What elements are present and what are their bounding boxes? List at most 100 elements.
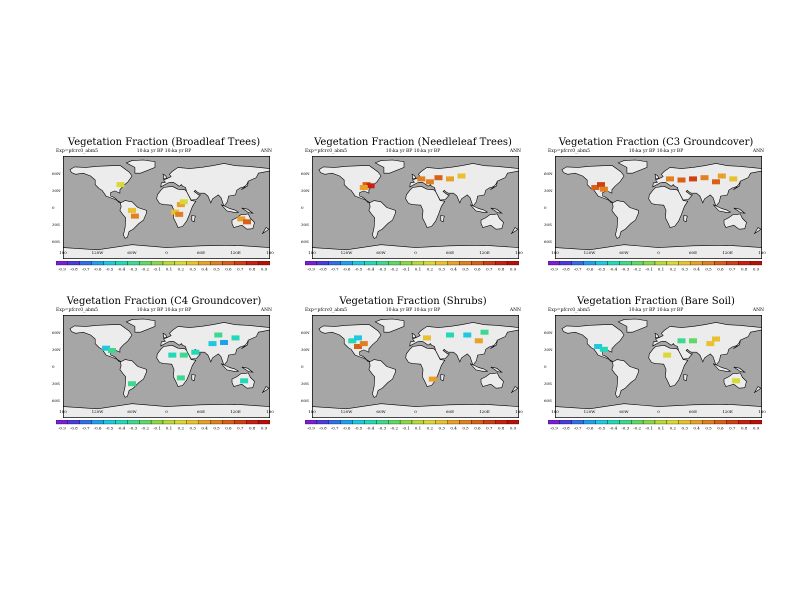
landmass-0 xyxy=(561,165,625,204)
colorbar-swatch xyxy=(411,420,425,425)
colorbar-swatch xyxy=(56,420,69,425)
longitude-label: 180 xyxy=(515,250,523,255)
colorbar-label: -0.7 xyxy=(82,267,90,272)
period-label: 10:ka yr BP 10:ka yr BP xyxy=(628,308,684,313)
colorbar-label: -0.7 xyxy=(574,426,582,431)
latitude-label: 0 xyxy=(544,364,547,369)
colorbar-label: -0.2 xyxy=(141,267,149,272)
longitude-label: 120W xyxy=(583,250,596,255)
colorbar-label: -0.7 xyxy=(82,426,90,431)
anomaly-cell xyxy=(359,185,368,190)
experiment-label: Exp=pfcrc0_abm5 xyxy=(305,308,348,313)
landmass-1 xyxy=(125,318,156,333)
colorbar-label: -0.2 xyxy=(390,426,398,431)
longitude-label: 60W xyxy=(619,409,629,414)
colorbar-label: -0.7 xyxy=(331,267,339,272)
anomaly-cell xyxy=(700,175,709,181)
colorbar-swatch xyxy=(150,420,164,425)
landmass-3 xyxy=(405,344,446,387)
season-label: ANN xyxy=(752,149,764,154)
colorbar-swatch xyxy=(257,261,270,266)
colorbar-swatch xyxy=(174,420,187,425)
anomaly-cell xyxy=(594,344,603,349)
longitude-label: 0 xyxy=(165,409,168,414)
anomaly-cell xyxy=(237,216,246,222)
longitude-label: 180 xyxy=(266,409,274,414)
map-frame xyxy=(555,315,762,418)
colorbar-swatch xyxy=(483,261,496,266)
longitude-label: 120W xyxy=(340,409,353,414)
longitude-label: 180 xyxy=(758,250,766,255)
map-frame xyxy=(63,315,270,418)
colorbar-swatch xyxy=(495,261,508,266)
landmass-1 xyxy=(617,318,648,333)
latitude-label: 0 xyxy=(52,205,55,210)
panel-title: Vegetation Fraction (C4 Groundcover) xyxy=(66,296,262,307)
colorbar-swatch xyxy=(162,261,176,266)
colorbar-label: -0.5 xyxy=(355,426,363,431)
anomaly-cell xyxy=(243,219,251,225)
colorbar-label: -0.5 xyxy=(106,426,114,431)
landmass-2 xyxy=(611,359,639,398)
anomaly-cell xyxy=(423,335,431,341)
latitude-label: 30N xyxy=(301,346,310,352)
colorbar-swatch xyxy=(364,261,377,266)
colorbar-label: 0.1 xyxy=(166,426,172,431)
landmass-3 xyxy=(648,344,689,387)
colorbar-swatch xyxy=(423,420,436,425)
landmass-11 xyxy=(733,181,741,191)
colorbar-label: -0.9 xyxy=(550,267,558,272)
world-map xyxy=(555,156,762,259)
longitude-label: 120W xyxy=(91,250,104,255)
longitude-label: 180 xyxy=(266,250,274,255)
colorbar-label: -0.1 xyxy=(645,426,653,431)
colorbar: -0.9 -0.8 -0.7 -0.6 -0.5 -0.4 -0.3 -0.2 -0.1 0.1 0… xyxy=(305,420,519,430)
colorbar-swatch xyxy=(726,261,739,266)
longitude-label: 120E xyxy=(722,409,733,414)
anomaly-cell xyxy=(176,202,185,208)
colorbar-label: 0.1 xyxy=(415,426,421,431)
colorbar-label: 0.3 xyxy=(682,426,689,431)
colorbar-swatch xyxy=(435,261,448,266)
anomaly-cell xyxy=(214,332,223,338)
colorbar-swatch xyxy=(483,420,496,425)
longitude-label: 180 xyxy=(308,250,316,255)
colorbar-swatch xyxy=(234,420,247,425)
anomaly-cell xyxy=(428,376,437,382)
longitude-label: 120W xyxy=(340,250,353,255)
latitude-label: 60N xyxy=(544,170,553,176)
colorbar-swatch xyxy=(340,420,353,425)
season-label: ANN xyxy=(260,149,272,154)
anomaly-cell xyxy=(457,173,466,179)
colorbar-label: -0.2 xyxy=(141,426,149,431)
latitude-label: 60N xyxy=(52,329,61,335)
colorbar-swatch xyxy=(305,261,318,266)
longitude-label: 180 xyxy=(551,409,559,414)
colorbar-swatch xyxy=(738,261,751,266)
colorbar-swatch xyxy=(222,420,235,425)
colorbar-swatch xyxy=(210,261,223,266)
anomaly-cell xyxy=(663,352,672,358)
colorbar-swatch xyxy=(376,261,389,266)
colorbar-label: -0.6 xyxy=(94,267,102,272)
landmass-1 xyxy=(617,159,648,174)
colorbar-label: -0.6 xyxy=(343,426,351,431)
colorbar-label: 0.1 xyxy=(658,267,664,272)
colorbar-label: -0.1 xyxy=(153,426,161,431)
landmass-1 xyxy=(125,159,156,174)
colorbar-label: 0.2 xyxy=(670,267,677,272)
season-label: ANN xyxy=(509,308,521,313)
colorbar-label: -0.4 xyxy=(610,267,618,272)
panel-title: Vegetation Fraction (Needleleaf Trees) xyxy=(314,137,512,148)
colorbar-label: 0.6 xyxy=(474,426,481,431)
colorbar-swatch xyxy=(506,420,519,425)
colorbar-label: -0.9 xyxy=(58,426,66,431)
landmass-8 xyxy=(490,207,503,214)
anomaly-cell xyxy=(677,338,686,344)
longitude-label: 0 xyxy=(165,250,168,255)
landmass-8 xyxy=(241,366,254,373)
longitude-label: 60E xyxy=(196,409,206,414)
colorbar-swatch xyxy=(79,420,92,425)
experiment-label: Exp=pfcrc0_abm5 xyxy=(305,149,348,154)
colorbar-label: 0.4 xyxy=(201,426,208,431)
